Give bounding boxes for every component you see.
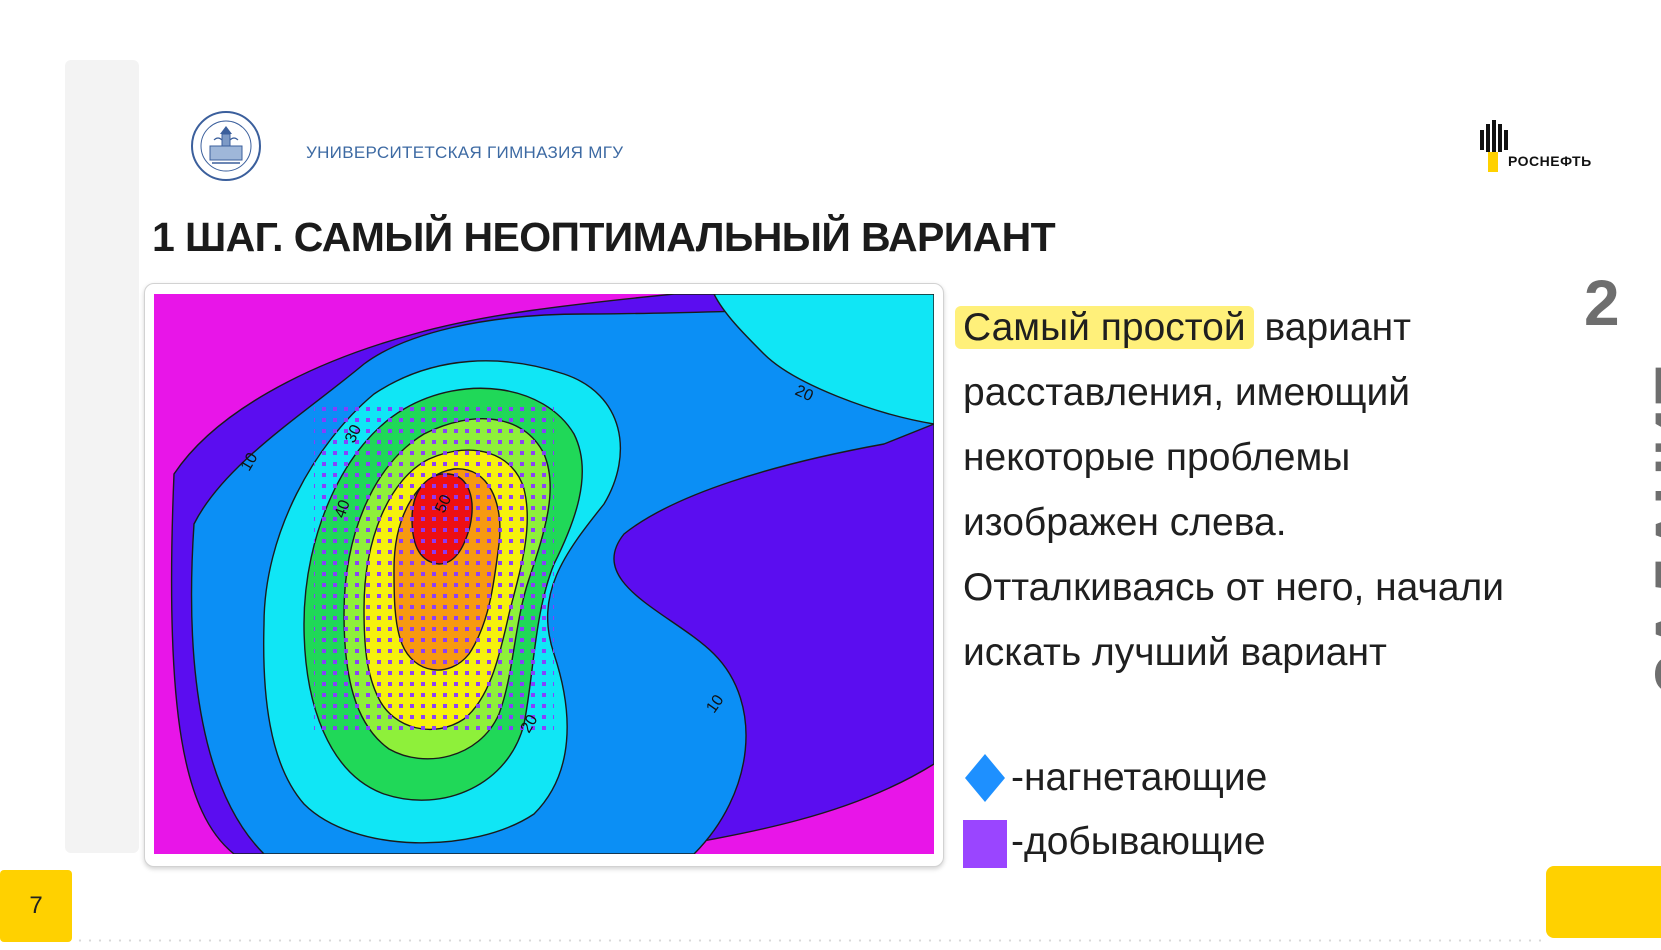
task-number: 2 [1584, 267, 1620, 339]
contour-label: 20 [518, 712, 542, 736]
description-text: Самый простой вариант расставления, имею… [955, 295, 1523, 685]
organization-name: УНИВЕРСИТЕТСКАЯ ГИМНАЗИЯ МГУ [306, 143, 624, 162]
contour-label: 50 [432, 492, 455, 515]
legend-item-injection: -нагнетающие [963, 748, 1267, 808]
university-gymnasium-seal-icon [191, 111, 261, 181]
sidebar-band [65, 60, 139, 853]
slide-title: 1 ШАГ. САМЫЙ НЕОПТИМАЛЬНЫЙ ВАРИАНТ [152, 214, 1056, 260]
contour-label: 40 [332, 498, 354, 521]
brand-name: РОСНЕФТЬ [1508, 153, 1592, 169]
legend-label-production: -добывающие [1011, 820, 1266, 863]
page-number: 7 [0, 870, 72, 942]
contour-label: 10 [238, 450, 262, 474]
footer-divider [75, 939, 1545, 942]
rosneft-logo-icon [1480, 120, 1508, 172]
legend-item-production: -добывающие [963, 812, 1266, 872]
corner-accent [1546, 866, 1661, 938]
contour-map-frame: 10 20 30 40 50 20 10 [144, 283, 944, 867]
blue-diamond-icon [965, 754, 1005, 802]
description-highlight: Самый простой [955, 306, 1254, 349]
purple-square-icon [963, 820, 1007, 868]
description-body: вариант расставления, имеющий некоторые … [963, 306, 1505, 674]
task-label: ЗАДАНИЕ [1641, 362, 1661, 695]
legend-label-injection: -нагнетающие [1011, 756, 1268, 799]
contour-label: 30 [342, 422, 365, 445]
contour-label: 20 [792, 382, 815, 405]
